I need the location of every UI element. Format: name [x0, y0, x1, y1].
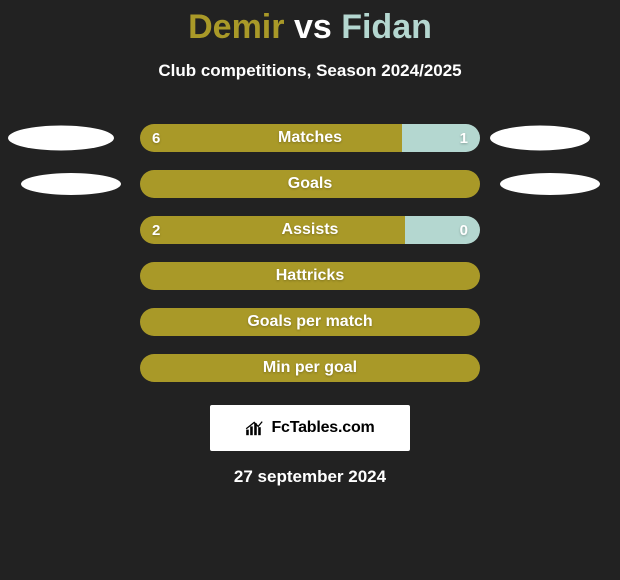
stat-label: Goals per match	[140, 308, 480, 336]
stat-bar: Goals	[140, 170, 480, 198]
stat-label: Goals	[140, 170, 480, 198]
chart-icon	[245, 420, 265, 436]
avatar-placeholder-right	[490, 126, 590, 151]
title-player2: Fidan	[341, 8, 432, 46]
stat-value-player1: 6	[152, 124, 160, 152]
stat-bar: Matches6 1	[140, 124, 480, 152]
stat-label: Hattricks	[140, 262, 480, 290]
stat-label: Assists	[140, 216, 480, 244]
stat-bar: Assists2 0	[140, 216, 480, 244]
stat-value-player1: 2	[152, 216, 160, 244]
stat-value-player2: 0	[460, 216, 468, 244]
comparison-infographic: Demir vs Fidan Club competitions, Season…	[0, 0, 620, 487]
stat-bar: Min per goal	[140, 354, 480, 382]
stat-row: Assists2 0	[0, 207, 620, 253]
stat-row: Hattricks	[0, 253, 620, 299]
stat-bar: Goals per match	[140, 308, 480, 336]
brand-badge: FcTables.com	[210, 405, 410, 451]
stat-row: Goals	[0, 161, 620, 207]
stat-bar: Hattricks	[140, 262, 480, 290]
title-vs: vs	[294, 8, 332, 46]
stat-label: Matches	[140, 124, 480, 152]
stat-row: Min per goal	[0, 345, 620, 391]
stat-rows: Matches6 1 Goals Assists2 0 Hattricks Goals pe…	[0, 115, 620, 391]
page-title: Demir vs Fidan	[0, 8, 620, 47]
stat-label: Min per goal	[140, 354, 480, 382]
avatar-placeholder-left	[21, 173, 121, 195]
stat-row: Goals per match	[0, 299, 620, 345]
avatar-placeholder-right	[500, 173, 600, 195]
avatar-placeholder-left	[8, 126, 114, 151]
subtitle: Club competitions, Season 2024/2025	[0, 61, 620, 81]
title-player1: Demir	[188, 8, 284, 46]
brand-text: FcTables.com	[271, 419, 374, 437]
stat-row: Matches6 1	[0, 115, 620, 161]
footer-date: 27 september 2024	[0, 467, 620, 487]
stat-value-player2: 1	[460, 124, 468, 152]
